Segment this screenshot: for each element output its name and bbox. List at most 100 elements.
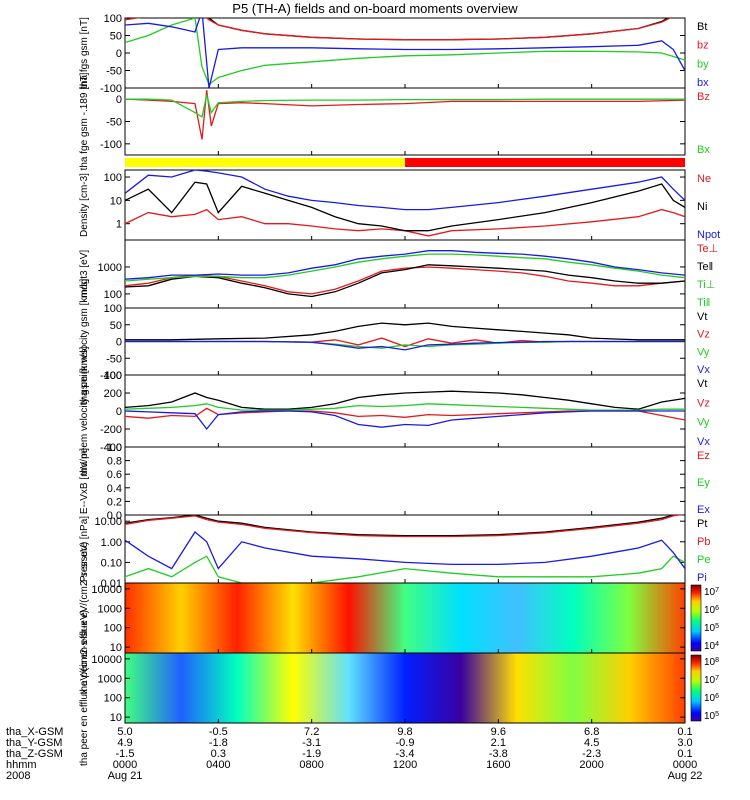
temp-legend-entry: Te‖ xyxy=(697,261,713,273)
x-axis-tick-value: 2.1 xyxy=(491,737,506,749)
peim-legend-entry: Vz xyxy=(697,329,710,341)
peem-series-vy xyxy=(125,403,685,411)
pressure-series-pi xyxy=(125,531,685,570)
peir-ytick-label: 10 xyxy=(110,642,122,654)
peir-colorbar-tick: 105 xyxy=(704,623,719,635)
peem-ylabel: tha peem velocity gsm [km/s] xyxy=(79,346,90,475)
x-axis-tick-value: -3.1 xyxy=(302,737,321,749)
efield-ytick-label: 0.2 xyxy=(107,496,122,508)
x-axis-row-label: hhmm xyxy=(6,759,37,771)
peem-ytick-label: 0 xyxy=(116,406,122,418)
x-axis-labels: tha_X-GSMtha_Y-GSMtha_Z-GSMhhmm20085.04.… xyxy=(6,726,702,782)
x-axis-tick-value: 0800 xyxy=(299,759,323,771)
x-axis-tick-value: 1200 xyxy=(393,759,417,771)
fgs-legend-entry: bz xyxy=(697,40,709,52)
x-axis-tick-value: 9.6 xyxy=(491,726,506,738)
panel-density: 100 10 1 Density [cm-3] Ne Ni Npot xyxy=(79,169,720,241)
x-axis-tick-value: 0000 xyxy=(673,759,697,771)
x-axis-tick-value: 2000 xyxy=(579,759,603,771)
peem-ytick-label: -200 xyxy=(100,424,122,436)
fgs-series-bx xyxy=(125,18,685,88)
x-axis-tick-value: 0.3 xyxy=(211,748,226,760)
peem-legend-entry: Vx xyxy=(697,436,710,448)
fge-ylabel: tha fge gsm -.189 [nT] xyxy=(79,72,90,170)
fge-ytick-label: -50 xyxy=(106,117,122,129)
fge-series-bx xyxy=(125,94,685,119)
pressure-ytick-label: 0.01 xyxy=(101,578,122,590)
efield-frame xyxy=(124,446,686,516)
pressure-legend-entry: Pe xyxy=(697,554,710,566)
density-legend-entry: Ne xyxy=(697,173,711,185)
x-axis-tick-value: 3.0 xyxy=(677,737,692,749)
pressure-legend-entry: Pi xyxy=(697,572,707,584)
fge-frame xyxy=(124,87,686,156)
x-axis-tick-value: -1.8 xyxy=(209,737,228,749)
x-axis-tick-value: -3.8 xyxy=(489,748,508,760)
peer-spectrogram xyxy=(125,653,685,723)
x-axis-tick-value: -1.9 xyxy=(302,748,321,760)
fgs-legend-entry: Bt xyxy=(697,21,707,33)
panel-efield: 1.0 0.80.6 0.40.2 0.0 E--VxB [mV/m] Ez Ey Ex xyxy=(79,442,710,522)
peer-ytick-label: 10000 xyxy=(91,654,122,666)
x-axis-tick-value: 5.0 xyxy=(117,726,132,738)
density-ytick-label: 100 xyxy=(104,172,122,184)
panel-peem: 400 200 0 -200 -400 tha peem velocity gsm [km… xyxy=(79,346,710,475)
fgs-series-by xyxy=(125,18,685,86)
density-frame xyxy=(124,169,686,241)
panel-pressure: 10.00 1.00 0.10 0.01 Pressure [nPa] Pt Pb Pe Pi xyxy=(79,514,710,590)
panel-peir: 107 106 105 104 10000 1000 100 10 tha peir en ef… xyxy=(79,542,719,695)
peim-ytick-label: -50 xyxy=(106,353,122,365)
peer-colorbar xyxy=(690,654,702,722)
x-axis-tick-value: 0.1 xyxy=(677,726,692,738)
peer-colorbar-tick: 105 xyxy=(704,711,719,723)
peir-ytick-label: 1000 xyxy=(98,603,122,615)
panel-peim: 100 50 0 -50 -100 tha peim velocity gsm [km/s… xyxy=(79,278,710,404)
efield-ylabel: E--VxB [mV/m] xyxy=(79,448,90,514)
peem-ytick-label: 200 xyxy=(104,388,122,400)
peir-colorbar-tick: 107 xyxy=(704,587,719,599)
efield-ytick-label: 1.0 xyxy=(107,442,122,454)
efield-ytick-label: 0.6 xyxy=(107,469,122,481)
peim-ylabel: tha peim velocity gsm [km/s] xyxy=(79,278,90,404)
peem-legend-entry: Vy xyxy=(697,417,710,429)
peer-ytick-label: 100 xyxy=(104,693,122,705)
fgs-legend-entry: bx xyxy=(697,77,709,89)
x-axis-tick-value: 0400 xyxy=(206,759,230,771)
peim-legend-entry: Vy xyxy=(697,346,710,358)
temp-legend-entry: Ti‖ xyxy=(697,297,710,309)
temp-legend-entry: Te⊥ xyxy=(697,243,718,255)
pressure-ylabel: Pressure [nPa] xyxy=(79,516,90,582)
x-axis-tick-value: -1.5 xyxy=(116,748,135,760)
efield-legend-entry: Ex xyxy=(697,504,710,516)
pressure-ytick-label: 10.00 xyxy=(94,516,122,528)
panel-fgs: 100 50 0 -50 -100 tha fgs gsm [nT] Bt bz by bx xyxy=(79,13,709,95)
peim-ytick-label: 0 xyxy=(116,337,122,349)
x-axis-tick-value: 0.1 xyxy=(677,748,692,760)
x-axis-tick-value: Aug 22 xyxy=(668,770,703,782)
x-axis-tick-value: 4.9 xyxy=(117,737,132,749)
peim-legend-entry: Vx xyxy=(697,364,710,376)
temp-ytick-label: 1000 xyxy=(98,262,122,274)
fgs-series-bz xyxy=(125,18,672,41)
temp-ytick-label: 100 xyxy=(104,289,122,301)
fge-ytick-label: 0 xyxy=(116,94,122,106)
mode-segment-0 xyxy=(125,158,405,167)
efield-legend-entry: Ez xyxy=(697,450,710,462)
peir-colorbar-tick: 106 xyxy=(704,605,719,617)
x-axis-tick-value: -3.4 xyxy=(396,748,415,760)
peir-spectrogram xyxy=(125,583,685,653)
temp-ylabel: mdgt3 [eV] xyxy=(79,250,90,299)
peir-ytick-label: 100 xyxy=(104,623,122,635)
temp-legend-entry: Ti⊥ xyxy=(697,279,715,291)
panel-fge: 0 -50 -100 tha fge gsm -.189 [nT] Bz Bx xyxy=(79,72,710,170)
density-ylabel: Density [cm-3] xyxy=(79,173,90,237)
fge-legend-entry: Bz xyxy=(697,91,710,103)
peim-ytick-label: 50 xyxy=(110,320,122,332)
peim-legend-entry: Vt xyxy=(697,311,707,323)
peir-colorbar-tick: 104 xyxy=(704,641,719,653)
pressure-ytick-label: 1.00 xyxy=(101,537,122,549)
efield-ytick-label: 0.4 xyxy=(107,483,122,495)
peir-ytick-label: 10000 xyxy=(91,584,122,596)
fge-ytick-label: -100 xyxy=(100,139,122,151)
figure-title: P5 (TH-A) fields and on-board moments ov… xyxy=(232,1,518,16)
